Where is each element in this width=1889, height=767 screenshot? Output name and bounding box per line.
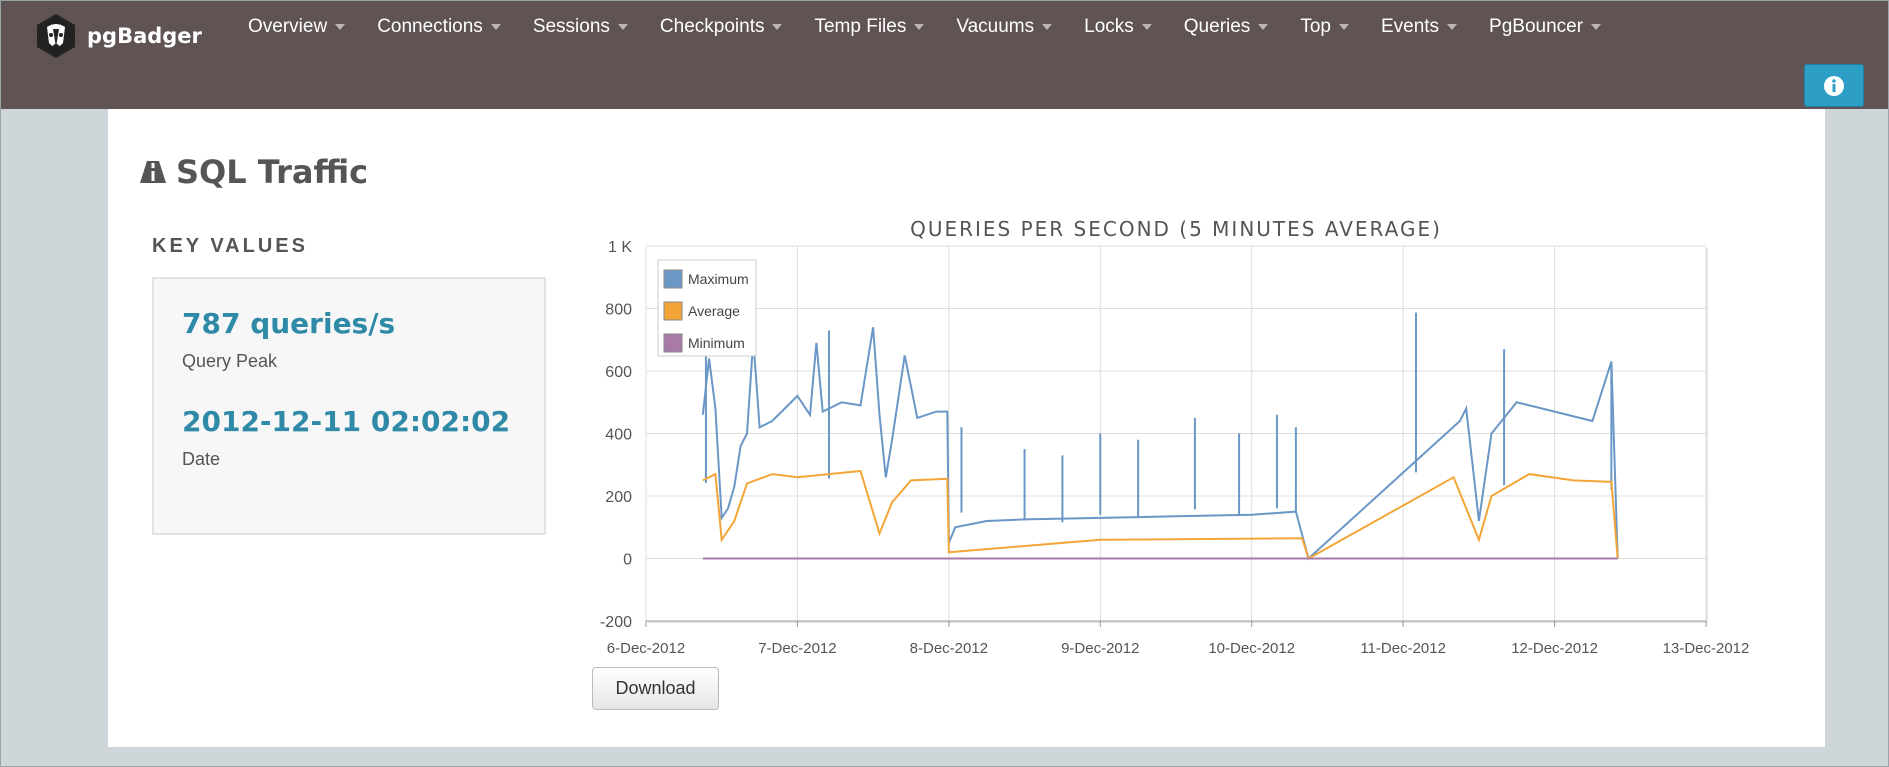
nav-label: Top [1300,16,1331,37]
y-tick-label: 0 [623,552,632,569]
nav-overview[interactable]: Overview [232,14,361,40]
nav-checkpoints[interactable]: Checkpoints [644,14,799,40]
nav-label: Queries [1183,16,1251,37]
nav-label: Events [1380,16,1440,37]
legend-label: Maximum [688,271,749,287]
nav-connections[interactable]: Connections [361,14,517,40]
nav-label: Checkpoints [659,16,765,37]
caret-down-icon [490,23,501,30]
x-tick-label: 7-Dec-2012 [758,640,836,657]
caret-down-icon [1258,23,1269,30]
caret-down-icon [335,23,346,30]
caret-down-icon [1338,23,1349,30]
caret-down-icon [1042,23,1053,30]
nav-locks[interactable]: Locks [1068,14,1168,40]
main-nav: Overview Connections Sessions Checkpoint… [232,14,1617,40]
chart-title: QUERIES PER SECOND (5 MINUTES AVERAGE) [910,217,1442,241]
main-content: SQL Traffic KEY VALUES 787 queries/s Que… [108,109,1825,747]
nav-label: PgBouncer [1489,16,1584,37]
queries-per-second-chart: QUERIES PER SECOND (5 MINUTES AVERAGE) 1 … [600,217,1750,657]
caret-down-icon [1591,23,1602,30]
caret-down-icon [914,23,925,30]
nav-top[interactable]: Top [1284,14,1365,40]
legend-swatch [663,269,683,289]
x-tick-label: 11-Dec-2012 [1360,640,1446,657]
brand-name: pgBadger [87,24,202,48]
nav-label: Sessions [532,16,610,37]
info-button[interactable] [1804,64,1864,107]
top-navbar: pgBadger Overview Connections Sessions C… [0,0,1889,109]
y-tick-label: 600 [605,364,632,381]
road-icon [140,161,166,183]
badger-logo-icon [37,14,75,58]
peak-date-value: 2012-12-11 02:02:02 [182,405,511,438]
y-tick-label: -200 [600,614,632,631]
nav-sessions[interactable]: Sessions [517,14,644,40]
nav-label: Temp Files [814,16,907,37]
caret-down-icon [1447,23,1458,30]
y-tick-label: 1 K [608,239,632,256]
x-tick-label: 8-Dec-2012 [910,640,988,657]
x-tick-label: 13-Dec-2012 [1663,640,1750,657]
nav-label: Locks [1084,16,1134,37]
caret-down-icon [1141,23,1152,30]
x-tick-label: 12-Dec-2012 [1511,640,1598,657]
legend-swatch [663,333,683,353]
x-tick-label: 9-Dec-2012 [1061,640,1139,657]
nav-vacuums[interactable]: Vacuums [940,14,1068,40]
nav-pgbouncer[interactable]: PgBouncer [1473,14,1617,40]
x-tick-label: 6-Dec-2012 [607,640,685,657]
query-peak-label: Query Peak [182,351,278,371]
key-values-panel: 787 queries/s Query Peak 2012-12-11 02:0… [152,277,546,535]
page-title: SQL Traffic [176,153,369,191]
x-tick-label: 10-Dec-2012 [1208,640,1295,657]
caret-down-icon [617,23,628,30]
series-line-average [702,469,1619,560]
legend-swatch [663,301,683,321]
nav-queries[interactable]: Queries [1168,14,1285,40]
caret-down-icon [772,23,783,30]
key-values-heading: KEY VALUES [152,235,308,257]
y-tick-label: 800 [605,302,632,319]
query-peak-value: 787 queries/s [182,307,396,340]
y-tick-label: 200 [605,489,632,506]
nav-label: Vacuums [956,16,1035,37]
download-button[interactable]: Download [592,667,719,710]
peak-date-label: Date [182,449,221,469]
series-line-maximum [701,327,1619,561]
section-header: SQL Traffic [138,153,368,191]
nav-events[interactable]: Events [1365,14,1473,40]
brand[interactable]: pgBadger [33,13,202,59]
y-tick-label: 400 [605,427,632,444]
info-icon [1824,75,1844,96]
legend-label: Minimum [688,335,745,351]
nav-label: Overview [248,16,328,37]
nav-temp-files[interactable]: Temp Files [798,14,940,40]
legend-label: Average [688,303,740,319]
nav-label: Connections [377,16,483,37]
